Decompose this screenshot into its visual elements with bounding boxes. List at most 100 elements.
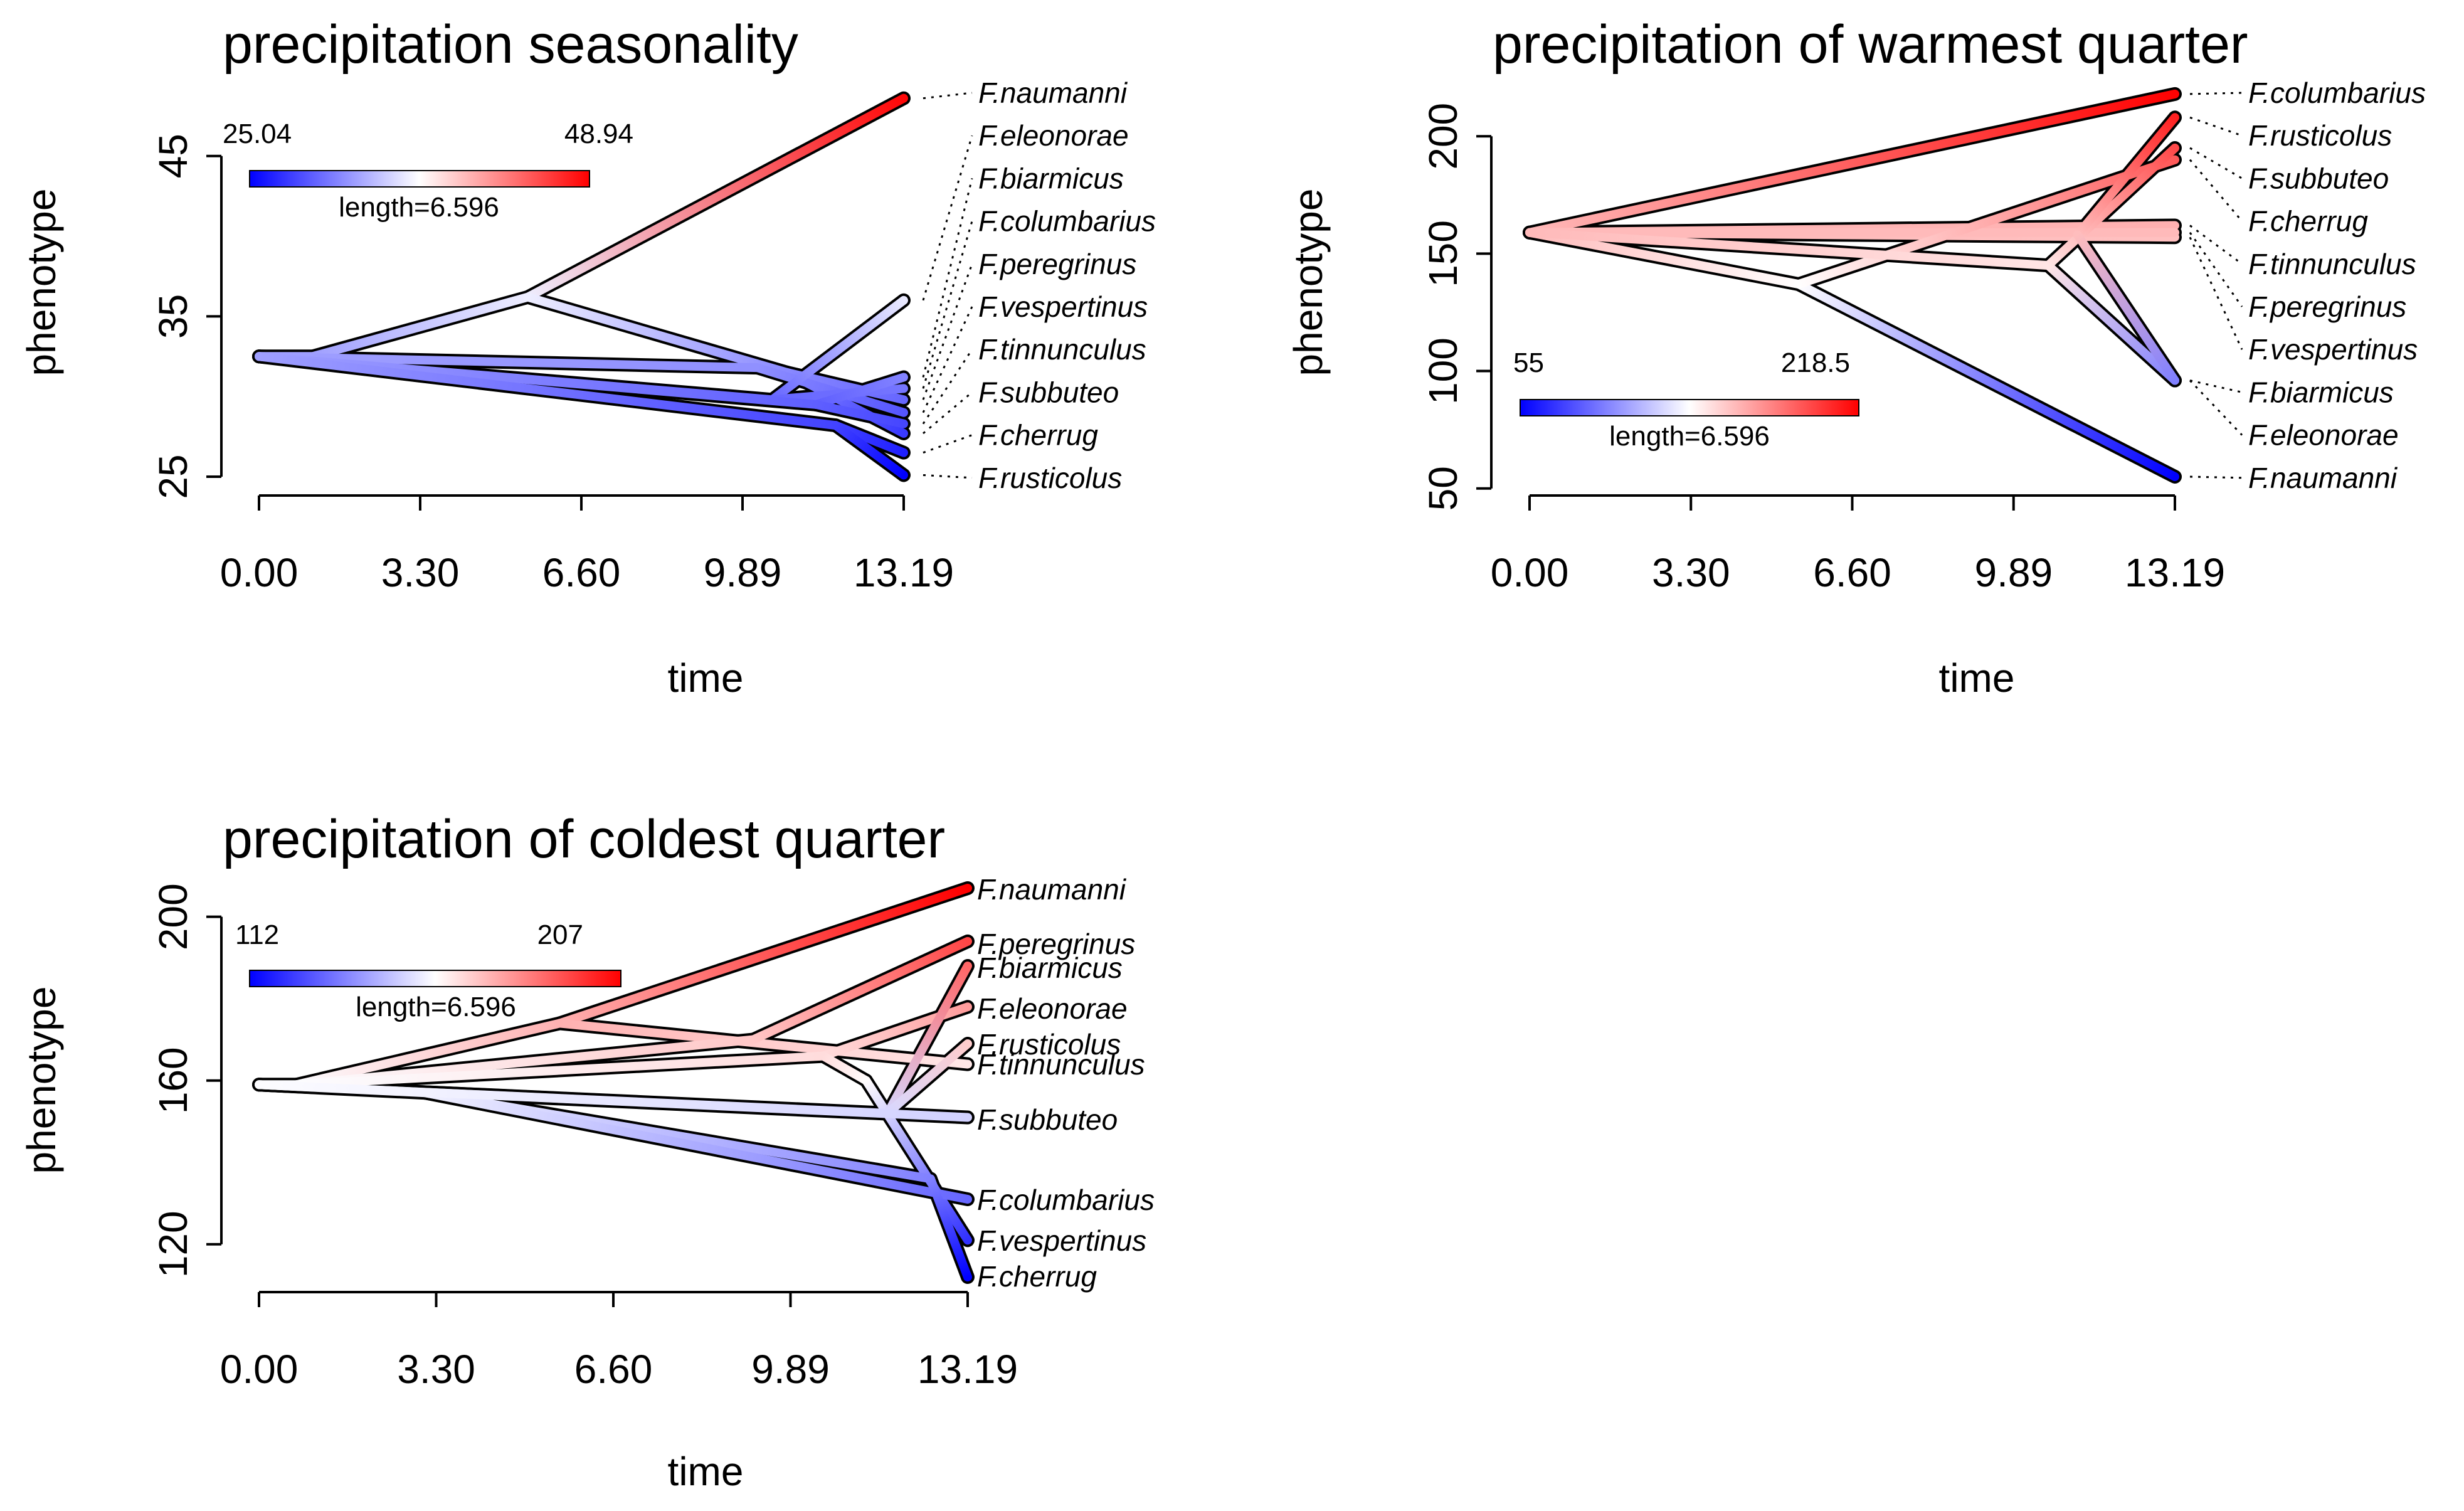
branch — [2073, 113, 2179, 240]
branch — [1525, 89, 2179, 237]
panel-precipitation-coldest-quarter: precipitation of coldest quarter phenoty… — [19, 809, 1155, 1494]
branch — [812, 400, 908, 428]
panel2-title: precipitation of warmest quarter — [1493, 14, 2248, 75]
legend-length-label: length=6.596 — [1609, 421, 1770, 452]
x-tick-label: 0.00 — [220, 1347, 299, 1392]
tip-label: F.subbuteo — [2248, 162, 2389, 194]
panel2-xlabel: time — [1939, 655, 2015, 701]
tip-leader — [2189, 231, 2243, 307]
panel3-plot: 120 160 200 0.00 3.30 6.60 9.89 13.19 F.naumanni… — [151, 873, 1155, 1392]
tip-leader — [922, 178, 973, 378]
panel1-ylabel: phenotype — [19, 189, 64, 376]
branch — [2043, 261, 2179, 385]
x-tick-label: 3.30 — [397, 1347, 475, 1392]
branch — [1525, 228, 2053, 270]
tip-label: F.eleonorae — [977, 992, 1128, 1025]
y-tick-label: 120 — [151, 1211, 196, 1278]
x-tick-label: 3.30 — [1652, 550, 1730, 595]
tip-leader — [923, 474, 973, 479]
tip-label: F.biarmicus — [978, 162, 1124, 194]
panel2-plot: 50 100 150 200 0.00 3.30 6.60 9.89 13.19 F.columb… — [1420, 77, 2426, 595]
tip-label: F.rusticolus — [2248, 119, 2392, 152]
tip-leader — [923, 391, 973, 435]
tip-label: F.naumanni — [2248, 462, 2398, 494]
x-tick-label: 0.00 — [1491, 550, 1569, 595]
branch — [308, 292, 532, 361]
branch — [2043, 143, 2179, 270]
x-tick-label: 9.89 — [704, 550, 782, 595]
branch — [555, 884, 972, 1028]
branch — [883, 962, 972, 1118]
legend-max-label: 48.94 — [564, 119, 633, 149]
tip-label: F.vespertinus — [2248, 333, 2418, 366]
tip-leader — [2189, 159, 2243, 222]
tip-leader — [923, 434, 973, 454]
legend-max-label: 207 — [537, 920, 583, 950]
tip-label: F.naumanni — [977, 873, 1127, 906]
panel1-plot: 25 35 45 0.00 3.30 6.60 9.89 13.19 F.naumanni F.e… — [151, 77, 1156, 595]
tip-label: F.vespertinus — [978, 290, 1148, 323]
tip-label: F.columbarius — [977, 1184, 1155, 1216]
branch — [555, 1019, 972, 1069]
branch — [1794, 155, 2179, 289]
y-tick-label: 50 — [1420, 466, 1466, 511]
branch — [768, 295, 908, 405]
tip-label: F.cherrug — [978, 419, 1098, 452]
x-tick-label: 0.00 — [220, 550, 299, 595]
tip-label: F.tinnunculus — [977, 1048, 1145, 1081]
branch — [421, 1088, 972, 1204]
tip-label: F.biarmicus — [977, 952, 1123, 984]
y-tick-label: 150 — [1420, 220, 1466, 287]
x-tick-label: 6.60 — [574, 1347, 653, 1392]
branch — [292, 1019, 564, 1090]
tip-leader — [2189, 116, 2243, 137]
legend-length-label: length=6.596 — [356, 992, 516, 1022]
branch — [749, 936, 972, 1044]
branch — [255, 352, 762, 373]
tip-label: F.naumanni — [978, 77, 1128, 109]
branch — [862, 1076, 972, 1245]
tip-label: F.tinnunculus — [978, 333, 1146, 366]
y-tick-label: 100 — [1420, 337, 1466, 405]
tip-leader — [922, 135, 973, 301]
panel-precipitation-seasonality: precipitation seasonality phenotype time… — [19, 14, 1156, 701]
y-tick-label: 25 — [151, 454, 196, 499]
tip-label: F.eleonorae — [978, 119, 1129, 152]
panel3-title: precipitation of coldest quarter — [223, 809, 945, 869]
tip-leader — [2189, 225, 2243, 265]
tip-leader — [2189, 147, 2243, 179]
panel1-title: precipitation seasonality — [223, 14, 798, 75]
x-tick-label: 13.19 — [917, 1347, 1018, 1392]
x-tick-label: 6.60 — [1813, 550, 1891, 595]
tip-label: F.cherrug — [977, 1260, 1097, 1293]
tip-label: F.peregrinus — [977, 928, 1135, 960]
tip-label: F.subbuteo — [978, 376, 1119, 408]
x-tick-label: 6.60 — [542, 550, 621, 595]
tip-label: F.columbarius — [978, 205, 1156, 238]
tip-leader — [2189, 379, 2243, 436]
panel1-xlabel: time — [668, 655, 744, 701]
legend-min-label: 112 — [235, 920, 279, 950]
legend-max-label: 218.5 — [1781, 347, 1850, 378]
tip-leader — [2189, 92, 2243, 95]
tip-label: F.rusticolus — [978, 462, 1122, 494]
x-tick-label: 9.89 — [751, 1347, 830, 1392]
branch — [2073, 230, 2179, 385]
legend-colorbar — [249, 170, 590, 188]
branch — [831, 421, 908, 480]
branch — [523, 93, 908, 302]
legend-colorbar — [249, 970, 621, 987]
tip-leader — [922, 263, 973, 400]
tip-leader — [2189, 236, 2243, 350]
branch — [255, 352, 840, 430]
tip-label: F.rusticolus — [977, 1028, 1121, 1061]
tip-leader — [922, 221, 973, 389]
x-tick-label: 3.30 — [381, 550, 460, 595]
y-tick-label: 45 — [151, 134, 196, 178]
branch — [1794, 280, 2179, 481]
branch — [812, 373, 908, 409]
x-tick-label: 9.89 — [1974, 550, 2053, 595]
tip-leader — [2189, 379, 2243, 393]
branch — [292, 1051, 828, 1090]
x-tick-label: 13.19 — [854, 550, 954, 595]
